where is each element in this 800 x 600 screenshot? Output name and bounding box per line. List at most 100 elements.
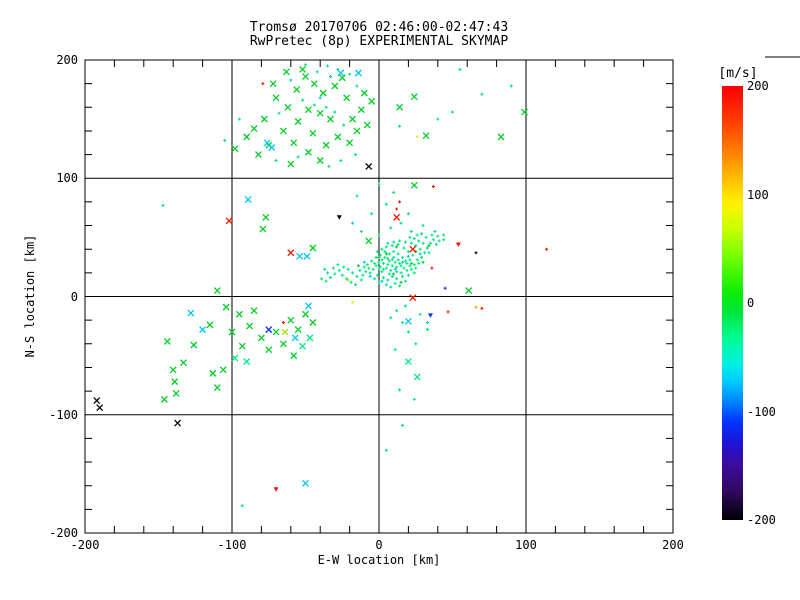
scatter-point-dot: [381, 267, 385, 271]
scatter-point-dot: [393, 348, 397, 352]
scatter-point-dot: [377, 266, 381, 270]
scatter-point-dot: [392, 272, 396, 276]
scatter-point-dot: [393, 260, 397, 264]
scatter-point-cross: [209, 369, 217, 377]
scatter-point-dot: [326, 64, 330, 68]
scatter-point-dot: [424, 235, 428, 239]
scatter-point-dot: [315, 70, 319, 74]
scatter-point-cross: [309, 319, 317, 326]
scatter-point-dot: [355, 84, 359, 88]
scatter-point-dot: [318, 96, 322, 100]
scatter-point-cross: [174, 419, 182, 427]
scatter-point-cross: [368, 97, 376, 105]
scatter-point-dot: [261, 82, 265, 86]
scatter-point-cross: [243, 133, 251, 141]
scatter-point-dot: [223, 138, 227, 142]
scatter-point-cross: [319, 89, 327, 97]
scatter-point-dot: [373, 261, 377, 265]
scatter-point-cross: [365, 162, 373, 170]
scatter-point-dot: [392, 250, 396, 254]
scatter-point-dot: [509, 84, 513, 88]
scatter-point-dot: [417, 261, 421, 265]
scatter-point-dot: [377, 255, 381, 259]
scatter-point-cross: [213, 384, 221, 392]
scatter-point-dot: [364, 270, 368, 274]
scatter-point-dot: [390, 264, 394, 268]
scatter-point-dot: [418, 252, 422, 256]
scatter-point-cross: [228, 328, 236, 336]
x-tick-label: 0: [375, 538, 383, 552]
scatter-point-cross: [171, 378, 179, 386]
scatter-point-cross: [302, 479, 309, 487]
scatter-point-cross: [231, 354, 239, 362]
scatter-point-dot: [406, 212, 410, 216]
scatter-point-dot: [402, 266, 406, 270]
scatter-point-dot: [337, 268, 341, 272]
scatter-point-cross: [353, 127, 361, 135]
scatter-point-cross: [160, 395, 168, 403]
scatter-point-dot: [312, 103, 316, 107]
scatter-point-dot: [348, 72, 352, 76]
scatter-point-dot: [406, 254, 410, 258]
scatter-point-cross: [250, 307, 258, 315]
scatter-point-dot: [402, 246, 406, 250]
scatter-point-dot: [392, 240, 396, 244]
scatter-point-cross: [393, 213, 401, 221]
scatter-point-dot: [237, 117, 241, 121]
scatter-point-dot: [430, 233, 434, 237]
scatter-point-dot: [396, 252, 400, 256]
scatter-point-dot: [387, 259, 391, 263]
scatter-point-dot: [395, 309, 399, 313]
scatter-point-cross: [337, 69, 345, 77]
scatter-point-dot: [351, 221, 355, 225]
scatter-point-dot: [328, 276, 332, 280]
scatter-point-dot: [412, 263, 416, 267]
scatter-point-dot: [401, 260, 405, 264]
scatter-point-cross: [243, 358, 251, 365]
scatter-point-dot: [395, 277, 399, 281]
scatter-point-dot: [336, 263, 340, 267]
scatter-point-dot: [398, 388, 402, 392]
scatter-point-dot: [355, 274, 359, 278]
scatter-point-dot: [389, 285, 393, 289]
minor-ticks: [85, 60, 673, 533]
scatter-point-dot: [346, 267, 350, 271]
scatter-point-dot: [423, 251, 427, 255]
x-tick-label: -200: [70, 538, 100, 552]
scatter-point-dot: [405, 261, 409, 265]
scatter-point-dot: [406, 330, 410, 334]
scatter-point-dot: [405, 268, 409, 272]
scatter-point-cross: [338, 74, 346, 82]
scatter-point-dot: [415, 135, 419, 139]
scatter-point-dot: [370, 259, 374, 263]
scatter-point-dot: [390, 274, 394, 278]
scatter-point-dot: [356, 264, 360, 268]
scatter-point-cross: [299, 342, 307, 350]
scatter-point-cross: [316, 109, 324, 117]
scatter-point-dot: [421, 241, 425, 245]
scatter-point-dot: [399, 264, 403, 268]
scatter-point-dot: [390, 258, 394, 262]
scatter-point-cross: [521, 108, 528, 116]
scatter-point-dot: [403, 279, 407, 283]
scatter-point-dot: [353, 283, 357, 287]
scatter-point-dot: [377, 182, 381, 186]
scatter-point-dot: [401, 321, 405, 325]
scatter-point-dot: [437, 239, 441, 243]
scatter-point-dot: [415, 258, 419, 262]
scatter-point-cross: [404, 358, 412, 365]
scatter-point-cross: [206, 321, 214, 329]
scatter-point-cross: [290, 352, 298, 360]
scatter-point-dot: [403, 240, 407, 244]
scatter-point-dot: [433, 229, 437, 233]
scatter-point-cross: [279, 340, 287, 348]
scatter-point-dot: [387, 252, 391, 256]
scatter-point-cross: [246, 322, 254, 330]
scatter-point-dot: [381, 276, 385, 280]
scatter-point-dot: [333, 272, 337, 276]
scatter-point-dot: [399, 280, 403, 284]
y-tick-label: 0: [70, 289, 78, 304]
scatter-point-dot: [384, 448, 388, 452]
scatter-point-dot: [474, 251, 478, 255]
